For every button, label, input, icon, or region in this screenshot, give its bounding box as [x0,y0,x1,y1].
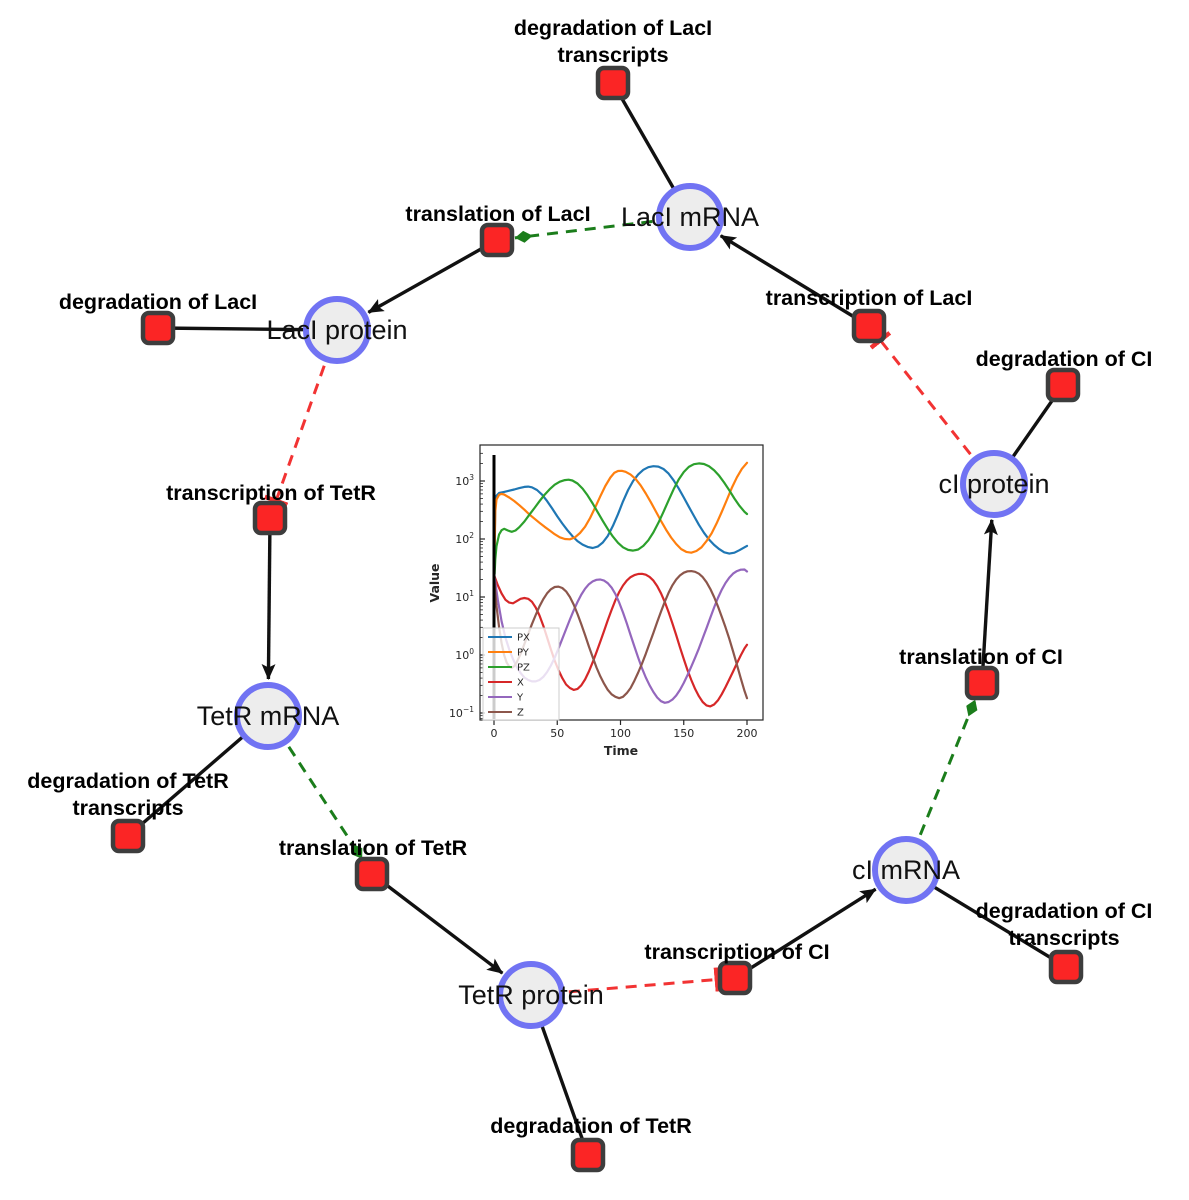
species-nodes [234,183,1028,1029]
label-cI-protein: cI protein [938,469,1049,499]
axes-box [479,444,764,721]
label-lacI-protein: LacI protein [266,315,407,345]
node-degradation-cI [1045,367,1081,403]
y-tick-labels: 103 102 101 100 10−1 [449,473,474,720]
x-tick-0: 0 [491,727,498,740]
legend-box [482,627,560,721]
edge-translation-cI-to-protein [980,518,998,684]
series-X [492,572,749,708]
x-axis-title: Time [604,743,638,758]
edge-transcription-tetR-to-mRNA [261,517,276,680]
edge-transcription-lacI-to-mRNA [719,234,870,328]
node-transcription-lacI [851,308,887,344]
reaction-nodes [110,65,1084,1173]
node-translation-lacI [479,222,515,258]
edge-cI-protein-inhibits-lacI-transcription [869,331,996,485]
edge-tetR-protein-inhibits-cI-transcription [530,967,721,997]
label-degradation-cI-transcripts-2: transcripts [1008,926,1119,950]
series-PX [493,465,749,555]
label-lacI-mRNA: LacI mRNA [621,202,759,232]
legend-label-PX: PX [517,633,530,644]
node-lacI-protein [303,296,371,364]
node-tetR-protein [497,961,565,1029]
simulation-plot: 0 50 100 150 200 103 102 101 100 10−1 Ti… [427,444,764,758]
edge-transcription-cI-to-mRNA [734,887,877,980]
label-degradation-tetR-transcripts-1: degradation of TetR [27,769,229,793]
legend-label-Y: Y [516,693,524,704]
node-tetR-mRNA [234,682,302,750]
x-tick-50: 50 [550,727,564,740]
x-tick-200: 200 [737,727,758,740]
label-translation-tetR: translation of TetR [279,836,468,860]
series-PZ [493,462,749,575]
y-axis-title: Value [427,563,442,602]
x-tick-labels: 0 50 100 150 200 [491,727,758,740]
node-cI-mRNA [872,836,940,904]
legend-label-PZ: PZ [517,663,530,674]
species-labels: LacI mRNA LacI protein TetR mRNA TetR pr… [197,202,1050,1010]
label-degradation-tetR: degradation of TetR [490,1114,692,1138]
y-tick-1e3: 103 [455,473,474,488]
reaction-labels: degradation of LacI transcripts translat… [27,16,1152,1138]
label-translation-cI: translation of CI [899,645,1063,669]
legend: PX PY PZ X Y Z [482,627,560,721]
series-PY [493,461,749,554]
y-tick-1e0: 100 [455,647,474,662]
x-tick-150: 150 [673,727,694,740]
label-degradation-lacI-transcripts-1: degradation of LacI [514,16,712,40]
label-transcription-cI: transcription of CI [644,940,829,964]
node-cI-protein [960,450,1028,518]
edges-inhibition [264,329,996,997]
node-transcription-tetR [252,500,288,536]
label-degradation-lacI-transcripts-2: transcripts [557,43,668,67]
label-transcription-lacI: transcription of LacI [766,286,973,310]
node-transcription-cI [717,960,753,996]
label-degradation-cI: degradation of CI [976,347,1153,371]
label-translation-lacI: translation of LacI [405,202,590,226]
edge-translation-tetR-to-protein [370,872,504,975]
label-tetR-mRNA: TetR mRNA [197,701,340,731]
x-tick-100: 100 [610,727,631,740]
label-degradation-cI-transcripts-1: degradation of CI [976,899,1153,923]
legend-label-Z: Z [517,708,524,719]
node-lacI-mRNA [656,183,724,251]
node-translation-tetR [354,856,390,892]
node-degradation-lacI [140,310,176,346]
legend-label-X: X [517,678,524,689]
y-tick-1e1: 101 [455,589,474,604]
legend-label-PY: PY [517,648,530,659]
node-degradation-tetR-transcripts [110,818,146,854]
node-degradation-cI-transcripts [1048,949,1084,985]
label-transcription-tetR: transcription of TetR [166,481,376,505]
edge-cI-mRNA-modifies-translation [904,699,978,871]
edge-translation-lacI-to-protein [367,238,498,314]
label-tetR-protein: TetR protein [458,980,604,1010]
y-tick-1e2: 102 [455,531,474,546]
node-degradation-tetR [570,1137,606,1173]
label-cI-mRNA: cI mRNA [852,855,960,885]
y-tick-1e-1: 10−1 [449,705,474,720]
label-degradation-tetR-transcripts-2: transcripts [72,796,183,820]
node-degradation-lacI-transcripts [595,65,631,101]
label-degradation-lacI: degradation of LacI [59,290,257,314]
node-translation-cI [964,665,1000,701]
edges-arrows [261,234,998,980]
